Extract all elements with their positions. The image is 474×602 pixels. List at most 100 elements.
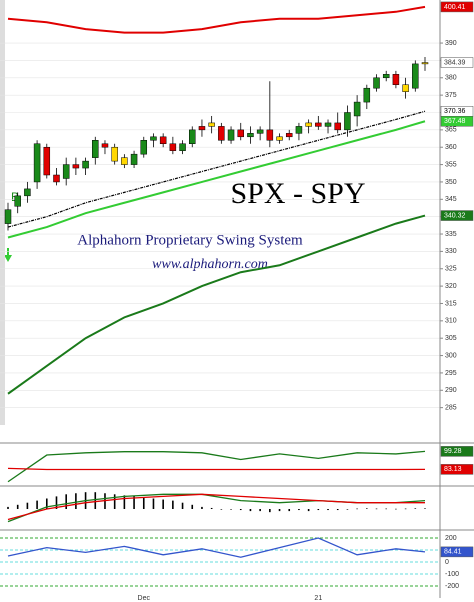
histogram-bar xyxy=(45,498,48,509)
histogram-bar xyxy=(239,509,242,511)
histogram-bar xyxy=(162,499,164,509)
histogram-bar xyxy=(327,509,329,511)
histogram-bar xyxy=(133,496,135,509)
histogram-bar xyxy=(55,496,58,509)
histogram-bar xyxy=(123,495,126,509)
price-label: 370.36 xyxy=(444,108,466,115)
candle-body xyxy=(43,146,51,176)
candle-body xyxy=(24,188,31,197)
y-tick-label: 310 xyxy=(445,318,457,325)
histogram-bar xyxy=(142,497,145,509)
indicator-line xyxy=(7,5,426,34)
histogram-bar xyxy=(259,509,261,512)
candle-body xyxy=(363,87,371,103)
buy-arrow xyxy=(4,248,12,262)
histogram-bar xyxy=(298,509,300,511)
candle-body xyxy=(208,122,215,127)
histogram-bar xyxy=(191,504,194,509)
x-tick-label: 21 xyxy=(314,595,322,602)
candle-body xyxy=(353,101,361,117)
histogram-bar xyxy=(201,506,203,509)
x-tick-label: Dec xyxy=(138,595,151,602)
histogram-bar xyxy=(249,509,252,512)
histogram-bar xyxy=(414,508,417,509)
panel-line xyxy=(7,493,425,521)
histogram-bar xyxy=(16,504,19,509)
candle-body xyxy=(276,136,283,141)
chart-title: SPX - SPY xyxy=(230,177,365,210)
candle-body xyxy=(344,112,351,131)
y-tick-label: 0 xyxy=(445,559,449,566)
candle-body xyxy=(159,136,167,145)
price-label: 84.41 xyxy=(444,549,462,556)
y-tick-label: 360 xyxy=(445,144,457,151)
candle-body xyxy=(285,133,293,138)
candle-body xyxy=(402,84,409,92)
price-box xyxy=(440,446,474,457)
histogram-bar xyxy=(181,502,184,509)
histogram-bar xyxy=(269,509,271,513)
y-tick-label: 305 xyxy=(445,335,457,342)
price-label: 340.32 xyxy=(444,212,466,219)
y-tick-label: 330 xyxy=(445,248,457,255)
price-box xyxy=(440,546,474,558)
y-tick-label: 350 xyxy=(445,179,457,186)
candle-body xyxy=(198,126,206,131)
candle-body xyxy=(179,143,186,151)
candle-body xyxy=(227,129,235,141)
candle-body xyxy=(72,164,80,169)
subtitle: Alphahorn Proprietary Swing System xyxy=(77,232,303,248)
histogram-bar xyxy=(346,509,349,510)
candle-body xyxy=(373,77,380,89)
histogram-bar xyxy=(65,494,67,509)
candle-body xyxy=(140,140,148,155)
panel-line xyxy=(7,467,426,471)
candle-body xyxy=(266,129,274,141)
histogram-bar xyxy=(75,493,77,509)
candle-body xyxy=(412,63,419,89)
y-tick-label: 300 xyxy=(445,352,457,359)
histogram-bar xyxy=(375,508,378,510)
candle-body xyxy=(421,62,429,65)
candle-body xyxy=(82,160,89,169)
candle-body xyxy=(62,164,70,179)
histogram-bar xyxy=(210,507,213,509)
price-box xyxy=(440,464,474,475)
candle-body xyxy=(305,122,312,127)
candle-body xyxy=(334,122,341,131)
y-tick-label: 315 xyxy=(445,300,457,307)
histogram-bar xyxy=(7,506,9,509)
histogram-bar xyxy=(230,509,232,510)
left-shade xyxy=(0,0,5,425)
y-tick-label: -200 xyxy=(445,583,459,590)
price-box xyxy=(440,106,474,117)
y-tick-label: 325 xyxy=(445,266,457,273)
y-tick-label: 290 xyxy=(445,387,457,394)
candle-body xyxy=(382,74,390,79)
histogram-bar xyxy=(395,508,397,510)
histogram-bar xyxy=(36,500,38,509)
histogram-bar xyxy=(26,502,29,509)
candle-body xyxy=(324,122,332,127)
price-label: 384.39 xyxy=(444,59,466,66)
y-tick-label: 365 xyxy=(445,127,457,134)
price-label: 83.13 xyxy=(444,466,462,473)
panel-line xyxy=(7,537,426,558)
candle-body xyxy=(92,140,99,158)
price-box xyxy=(440,210,474,221)
price-label: 367.48 xyxy=(444,118,466,125)
price-label: 400.41 xyxy=(444,4,466,11)
y-tick-label: 285 xyxy=(445,404,457,411)
histogram-bar xyxy=(172,500,174,509)
candle-body xyxy=(315,122,322,127)
histogram-bar xyxy=(152,498,155,509)
y-tick-label: 335 xyxy=(445,231,457,238)
y-tick-label: 320 xyxy=(445,283,457,290)
histogram-bar xyxy=(336,509,339,511)
y-tick-label: 355 xyxy=(445,161,457,168)
candle-body xyxy=(218,126,225,141)
histogram-bar xyxy=(404,508,407,510)
y-tick-label: 345 xyxy=(445,196,457,203)
panel-line xyxy=(7,450,426,483)
indicator-line xyxy=(7,120,426,239)
